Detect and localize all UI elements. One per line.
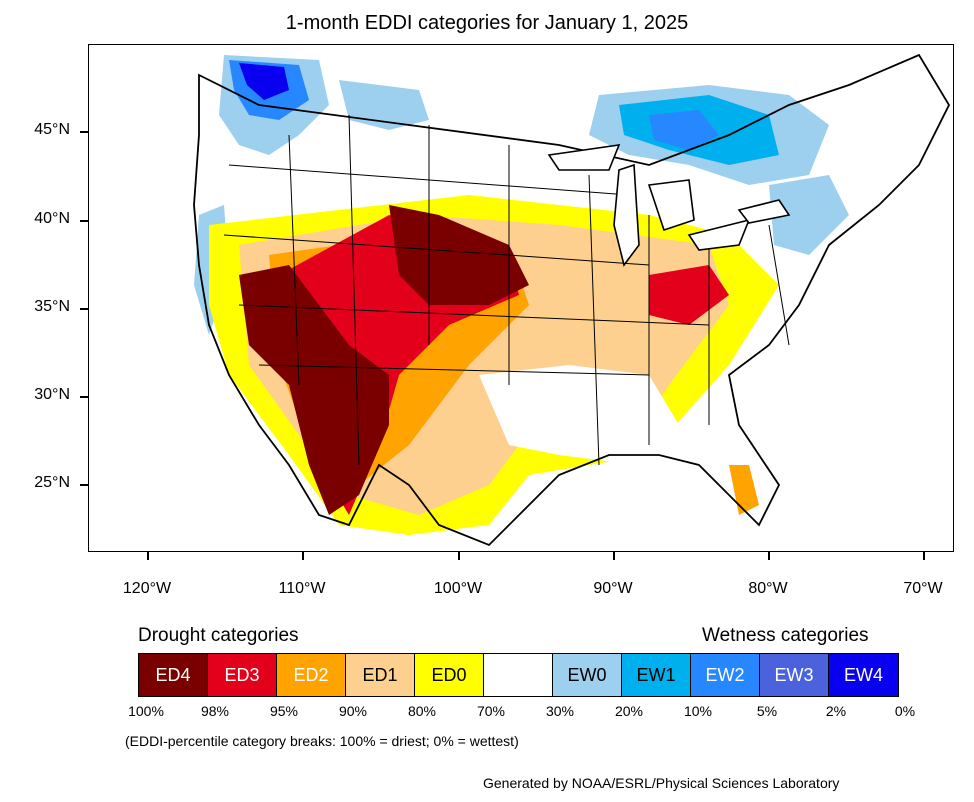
legend-break: 20%	[614, 703, 644, 719]
legend-cat-label: ED1	[362, 664, 398, 685]
wet-region-greatlakes-deep	[649, 110, 719, 150]
wet-region-montana	[339, 80, 429, 130]
lon-tick	[923, 552, 925, 560]
legend-drought-heading: Drought categories	[138, 625, 299, 646]
lon-tick	[768, 552, 770, 560]
lat-tick	[80, 396, 88, 398]
lon-tick	[302, 552, 304, 560]
legend-cat-label: EW2	[705, 664, 745, 685]
legend-break: 70%	[476, 703, 506, 719]
lon-label-120w: 120°W	[122, 580, 172, 597]
wet-region-northwest-deep	[239, 63, 289, 100]
legend-color-bar: ED4 ED3 ED2 ED1 ED0 EW0 EW1 EW2 EW3 EW4	[138, 653, 899, 697]
lon-tick	[458, 552, 460, 560]
legend-break: 95%	[269, 703, 299, 719]
legend-break: 0%	[894, 703, 916, 719]
legend-cat-label: EW4	[843, 664, 883, 685]
lat-label-45n: 45°N	[34, 121, 70, 138]
legend-break: 5%	[756, 703, 778, 719]
map-title: 1-month EDDI categories for January 1, 2…	[285, 12, 689, 34]
lat-label-40n: 40°N	[34, 210, 70, 227]
legend-break: 10%	[683, 703, 713, 719]
normal-region-texas	[479, 365, 679, 465]
credit-line: Generated by NOAA/ESRL/Physical Sciences…	[483, 775, 840, 791]
legend-break: 80%	[407, 703, 437, 719]
map-panel	[88, 44, 954, 552]
legend-cat-label: ED3	[224, 664, 260, 685]
lon-label-100w: 100°W	[433, 580, 483, 597]
legend-cat-ed3: ED3	[208, 654, 277, 696]
lat-tick	[80, 131, 88, 133]
legend-cat-label: EW1	[636, 664, 676, 685]
legend-cat-normal	[484, 654, 553, 696]
legend-break: 100%	[128, 703, 164, 719]
lon-label-80w: 80°W	[748, 580, 788, 597]
legend-cat-ed0: ED0	[415, 654, 484, 696]
dry-ed4-kansas	[389, 205, 529, 305]
legend-break: 2%	[825, 703, 847, 719]
legend-cat-ew1: EW1	[622, 654, 691, 696]
legend-cat-label: ED4	[155, 664, 191, 685]
legend-wetness-heading: Wetness categories	[702, 625, 869, 646]
wet-region-northeast	[769, 175, 849, 255]
lat-label-30n: 30°N	[34, 386, 70, 403]
lat-tick	[80, 484, 88, 486]
legend-cat-ed1: ED1	[346, 654, 415, 696]
eddi-map	[189, 53, 951, 547]
lat-label-35n: 35°N	[34, 298, 70, 315]
legend-cat-ew0: EW0	[553, 654, 622, 696]
us-outline	[193, 53, 951, 547]
lon-label-110w: 110°W	[278, 580, 326, 597]
lon-tick	[613, 552, 615, 560]
legend-cat-ed4: ED4	[139, 654, 208, 696]
lat-tick	[80, 308, 88, 310]
dry-ed4-southwest	[239, 265, 389, 515]
legend-cat-ew2: EW2	[691, 654, 760, 696]
legend-cat-label: ED2	[293, 664, 329, 685]
legend-cat-label: ED0	[431, 664, 467, 685]
legend-break: 30%	[545, 703, 575, 719]
legend-break: 90%	[338, 703, 368, 719]
legend-note: (EDDI-percentile category breaks: 100% =…	[125, 733, 519, 749]
lat-label-25n: 25°N	[34, 474, 70, 491]
great-lakes	[547, 144, 791, 267]
state-boundaries	[223, 114, 790, 466]
lat-tick	[80, 220, 88, 222]
lon-label-70w: 70°W	[903, 580, 943, 597]
legend-break: 98%	[200, 703, 230, 719]
legend-cat-ew3: EW3	[760, 654, 829, 696]
lon-label-90w: 90°W	[593, 580, 633, 597]
legend-cat-label: EW3	[774, 664, 814, 685]
legend-cat-ed2: ED2	[277, 654, 346, 696]
lon-tick	[147, 552, 149, 560]
legend-cat-label: EW0	[567, 664, 607, 685]
legend-cat-ew4: EW4	[829, 654, 898, 696]
